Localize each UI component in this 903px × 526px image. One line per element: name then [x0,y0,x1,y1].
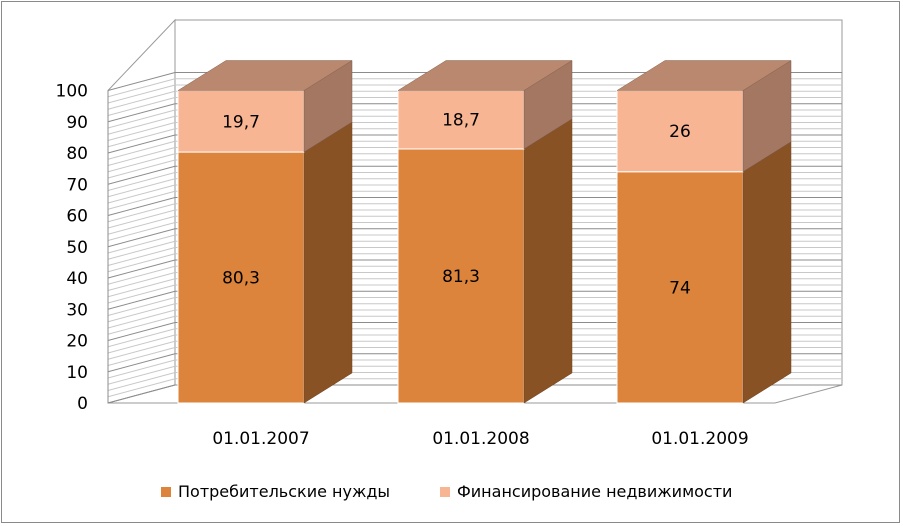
gridline-side-minor [107,315,176,335]
bar-top [177,60,353,91]
legend-item: Потребительские нужды [161,482,390,501]
bar-stack: 80,3 19,7 [177,60,353,404]
gridline-side-minor [107,265,176,285]
legend-swatch [440,487,450,497]
gridline-side-minor [107,222,176,241]
gridline-side-minor [107,347,176,366]
legend-swatch [161,487,171,497]
data-label: 81,3 [442,267,480,287]
y-tick-label: 20 [66,332,88,352]
gridline-side-minor [107,253,176,273]
y-tick-label: 70 [66,175,88,195]
gridline-side-minor [107,209,176,229]
bar-segment-front [397,90,525,150]
legend: Потребительские нужды Финансирование недв… [161,482,732,501]
gridline-side-minor [107,115,176,135]
gridline-side-minor [107,365,176,385]
gridline-side-minor [107,340,176,360]
side-wall [107,18,176,404]
gridline-side-minor [107,109,176,129]
gridline-side-major [107,165,176,185]
x-category-label: 01.01.2008 [432,429,529,449]
gridline-side-minor [107,334,176,354]
y-tick-label: 40 [66,269,88,289]
y-tick-label: 80 [66,144,88,164]
y-tick-label: 10 [66,363,88,383]
gridline-side-major [107,353,176,373]
gridline-side-minor [107,240,176,260]
data-label: 74 [669,278,691,298]
bar-segment-front [177,151,305,404]
gridline-side-major [107,322,176,341]
gridline-side-major [107,384,176,404]
x-category-label: 01.01.2007 [212,429,309,449]
gridline-side-major [107,197,176,216]
data-label: 18,7 [442,111,480,131]
gridline-side-minor [107,359,176,379]
gridline-side-minor [107,184,176,204]
gridline-side-major [107,134,176,154]
gridline-side-minor [107,203,176,223]
legend-item: Финансирование недвижимости [440,482,732,501]
bar-stack: 74 26 [616,60,792,404]
y-tick-label: 60 [66,207,88,227]
gridline-side-minor [107,297,176,316]
y-axis: 0 10 20 30 40 50 60 70 80 90 100 [56,82,109,414]
gridline-side-minor [107,153,176,173]
gridline-side-major [107,103,176,123]
bar-segment-front [397,148,525,404]
y-tick-label: 90 [66,113,88,133]
x-axis: 01.01.2007 01.01.2008 01.01.2009 [212,429,748,449]
bar-segment-side [303,121,353,404]
bar-stack: 81,3 18,7 [397,60,573,404]
gridline-side-minor [107,172,176,191]
data-label: 19,7 [222,112,260,132]
gridline-side-minor [107,278,176,298]
gridline-side-minor [107,234,176,254]
gridline-side-minor [107,90,176,110]
gridline-side-minor [107,84,176,104]
gridline-side-major [107,72,176,91]
gridline-side-minor [107,78,176,98]
bar-top [397,60,573,91]
bar-segment-front [177,90,305,153]
x-category-label: 01.01.2009 [651,429,748,449]
gridline-side-minor [107,215,176,235]
bars: 80,3 19,7 81,3 18,7 74 26 [177,60,792,404]
gridline-side-minor [107,97,176,116]
gridline-side-minor [107,247,176,266]
bar-segment-side [523,118,573,404]
data-label: 26 [669,122,691,142]
gridline-side-minor [107,178,176,198]
bar-top [616,60,792,91]
gridline-side-minor [107,328,176,348]
gridline-side-minor [107,303,176,323]
gridline-side-minor [107,309,176,329]
gridline-side-minor [107,272,176,291]
bar-segment-front [616,90,744,173]
gridline-side-minor [107,122,176,141]
legend-label: Потребительские нужды [178,482,390,501]
gridline-side-minor [107,140,176,160]
gridline-side-minor [107,147,176,166]
y-tick-label: 50 [66,238,88,258]
data-label: 80,3 [222,269,260,289]
gridline-side-minor [107,128,176,148]
gridline-side-minor [107,159,176,179]
y-tick-label: 100 [56,82,88,102]
y-tick-label: 0 [77,394,88,414]
gridline-side-minor [107,190,176,210]
gridline-side-minor [107,284,176,304]
gridline-side-minor [107,372,176,391]
gridline-side-major [107,290,176,310]
y-tick-label: 30 [66,300,88,320]
gridline-side-major [107,259,176,279]
bar-segment-side [742,141,792,404]
legend-label: Финансирование недвижимости [457,482,732,501]
gridline-side-minor [107,378,176,398]
gridline-side-major [107,228,176,248]
